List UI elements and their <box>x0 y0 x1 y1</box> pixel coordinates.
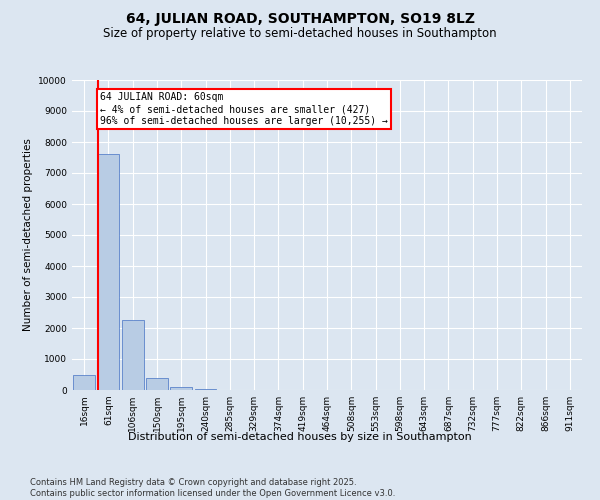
Bar <box>97 154 119 390</box>
Text: 64, JULIAN ROAD, SOUTHAMPTON, SO19 8LZ: 64, JULIAN ROAD, SOUTHAMPTON, SO19 8LZ <box>125 12 475 26</box>
Y-axis label: Number of semi-detached properties: Number of semi-detached properties <box>23 138 33 332</box>
Bar <box>122 320 143 390</box>
Text: Size of property relative to semi-detached houses in Southampton: Size of property relative to semi-detach… <box>103 28 497 40</box>
Text: 64 JULIAN ROAD: 60sqm
← 4% of semi-detached houses are smaller (427)
96% of semi: 64 JULIAN ROAD: 60sqm ← 4% of semi-detac… <box>100 92 388 126</box>
Bar <box>146 378 168 390</box>
Text: Contains HM Land Registry data © Crown copyright and database right 2025.
Contai: Contains HM Land Registry data © Crown c… <box>30 478 395 498</box>
Bar <box>73 374 95 390</box>
Text: Distribution of semi-detached houses by size in Southampton: Distribution of semi-detached houses by … <box>128 432 472 442</box>
Bar <box>170 387 192 390</box>
